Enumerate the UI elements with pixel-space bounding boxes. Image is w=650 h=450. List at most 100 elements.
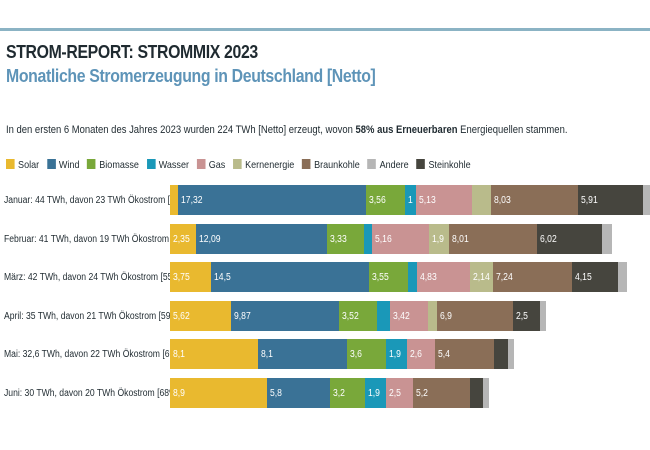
bar-segment-wasser [385,339,407,369]
bar-segment-gas [416,185,473,215]
legend-label-steinkohle: Steinkohle [428,158,471,171]
legend-item-braunkohle: Braunkohle [302,158,360,171]
bar-segment-gas [417,262,471,292]
intro-text-highlight: 58% aus Erneuerbaren [355,124,458,136]
bar-segment-andere [602,223,613,254]
data-label-biomasse: 3,55 [371,272,389,283]
intro-text-end: Energiequellen stammen. [457,124,568,136]
bar-segment-gas [385,377,414,408]
data-label-kernenergie: 1,9 [431,233,444,245]
legend-label-biomasse: Biomasse [99,158,139,171]
data-label-braunkohle: 7,24 [496,272,514,283]
data-label-steinkohle: 6,02 [539,233,557,245]
row-label: Mai: 32,6 TWh, davon 22 TWh Ökostrom [69… [4,349,185,360]
data-label-biomasse: 3,52 [341,310,359,322]
bar-segment-biomasse [338,300,378,331]
data-label-steinkohle: 4,15 [575,272,593,283]
bar-segment-wind [195,223,328,254]
data-label-kernenergie: 2,14 [473,272,490,283]
data-label-braunkohle: 6,9 [440,310,453,322]
bar-segment-andere [617,262,628,292]
data-label-solar: 3,75 [173,272,190,283]
bar-segment-wasser [377,300,391,331]
legend-item-gas: Gas [196,158,225,171]
legend-item-wind: Wind [46,158,79,171]
row-label: Januar: 44 TWh, davon 23 TWh Ökostrom [5… [4,195,190,206]
bar-segment-wind [210,262,369,292]
legend-label-kernenergie: Kernenergie [245,158,295,171]
bar-segment-solar [170,262,211,292]
data-label-wasser: 1,9 [388,349,401,360]
data-label-wind: 12,09 [198,233,221,245]
bar-segment-steinkohle [572,262,618,292]
legend-item-kernenergie: Kernenergie [233,158,295,171]
data-label-wind: 9,87 [234,310,251,322]
data-label-biomasse: 3,2 [333,387,346,399]
legend-label-andere: Andere [379,158,409,171]
bar-segment-steinkohle [512,300,540,331]
bar-segment-wasser [405,185,417,215]
data-label-braunkohle: 8,01 [452,233,470,245]
bar-segment-braunkohle [490,185,579,215]
bar-segment-wind [258,339,347,369]
data-label-gas: 4,83 [420,272,438,283]
bar-segment-steinkohle [493,339,508,369]
legend-swatch-andere [367,158,377,169]
legend-swatch-kernenergie [233,158,242,169]
bar-segment-steinkohle [469,377,483,408]
data-label-wind: 8,1 [261,349,274,360]
data-label-gas: 2,5 [388,387,401,399]
data-label-solar: 8,9 [173,387,185,399]
data-label-gas: 5,16 [375,233,393,245]
bar-segment-kernenergie [470,262,494,292]
data-label-wasser: 1,9 [368,387,381,399]
bar-segment-solar [170,339,259,369]
header-rule [0,28,650,31]
row-label: Juni: 30 TWh, davon 20 TWh Ökostrom [68%… [4,387,180,399]
bar-segment-gas [372,223,429,254]
bar-segment-braunkohle [493,262,573,292]
bar-segment-braunkohle [413,377,470,408]
data-label-braunkohle: 5,2 [416,387,429,399]
data-label-wasser: 1 [408,195,414,206]
chart-subtitle: Monatliche Stromerzeugung in Deutschland… [6,66,376,86]
legend-item-wasser: Wasser [146,158,189,171]
legend-item-steinkohle: Steinkohle [416,158,471,171]
bar-segment-kernenergie [472,185,491,215]
data-label-wind: 5,8 [270,387,282,399]
row-label: Februar: 41 TWh, davon 19 TWh Ökostrom [… [4,233,194,245]
bar-segment-braunkohle [434,339,494,369]
bar-segment-andere [507,339,515,369]
bar-segment-andere [642,185,650,215]
legend-swatch-wasser [146,158,156,169]
intro-text: In den ersten 6 Monaten des Jahres 2023 … [6,124,567,136]
data-label-biomasse: 3,56 [369,195,387,206]
bar-segment-wasser [407,262,418,292]
legend-label-solar: Solar [18,158,40,171]
bar-segment-biomasse [330,377,366,408]
data-label-solar: 5,62 [173,310,190,322]
data-label-gas: 3,42 [393,310,411,322]
data-label-steinkohle: 5,91 [581,195,598,206]
intro-text-start: In den ersten 6 Monaten des Jahres 2023 … [6,124,356,136]
bar-segment-solar [170,377,267,408]
bar-segment-gas [406,339,435,369]
bar-segment-gas [390,300,428,331]
data-label-wind: 14,5 [213,272,231,283]
legend-label-braunkohle: Braunkohle [314,158,360,171]
bar-segment-andere [482,377,490,408]
bar-segment-wind [267,377,331,408]
legend-swatch-braunkohle [302,158,311,169]
legend-item-andere: Andere [367,158,409,171]
bar-segment-steinkohle [536,223,603,254]
bar-segment-steinkohle [578,185,643,215]
legend-swatch-steinkohle [416,158,426,169]
bar-segment-solar [170,223,196,254]
data-label-biomasse: 3,33 [330,233,348,245]
bar-segment-biomasse [346,339,386,369]
stacked-bar-chart: Januar: 44 TWh, davon 23 TWh Ökostrom [5… [0,185,650,425]
data-label-solar: 8,1 [173,349,185,360]
bar-segment-kernenergie [428,223,450,254]
bar-segment-biomasse [366,185,406,215]
data-label-gas: 5,13 [419,195,436,206]
